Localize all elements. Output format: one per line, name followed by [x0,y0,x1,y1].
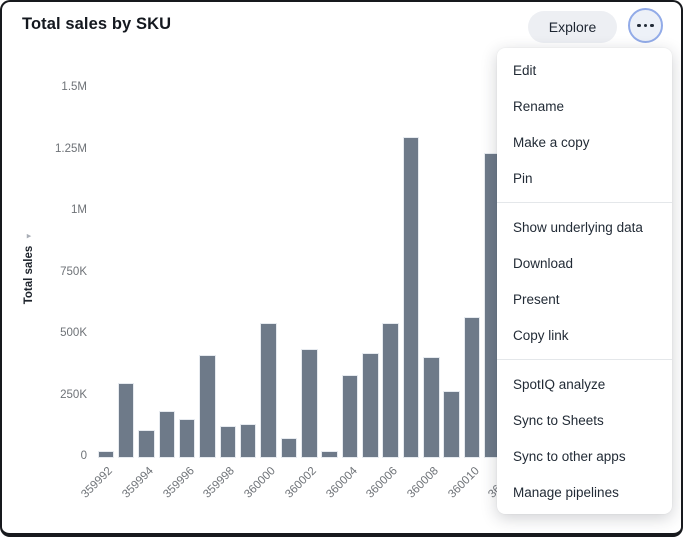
y-tick-label: 750K [60,265,87,278]
bar-360002[interactable] [301,348,318,458]
menu-item-edit[interactable]: Edit [513,62,537,78]
menu-item-copy-link[interactable]: Copy link [513,327,569,343]
y-tick-label: 250K [60,388,87,401]
y-tick-label: 500K [60,327,87,339]
bar-360001[interactable] [280,438,298,458]
y-tick-label: 1.25M [55,142,87,155]
axis-sort-arrow-icon: ▸ [26,230,32,241]
bar-359996[interactable] [178,418,196,458]
bar-360005[interactable] [362,352,379,458]
menu-item-make-a-copy[interactable]: Make a copy [513,134,590,150]
more-options-button[interactable] [628,8,663,43]
bar-360008[interactable] [423,357,440,458]
bar-359993[interactable] [117,382,135,458]
explore-button[interactable]: Explore [528,11,617,43]
bar-359992[interactable] [97,451,114,458]
ellipsis-icon [637,23,641,28]
menu-item-sync-to-sheets[interactable]: Sync to Sheets [513,412,604,428]
bar-360000[interactable] [260,322,277,458]
menu-divider [497,202,672,203]
bar-359998[interactable] [219,425,237,458]
bar-360010[interactable] [463,316,481,458]
context-menu: Edit Rename Make a copy Pin Show underly… [497,48,672,514]
bar-360004[interactable] [341,375,359,458]
ellipsis-icon [643,23,648,28]
bar-360003[interactable] [321,450,338,458]
menu-item-show-underlying-data[interactable]: Show underlying data [513,219,643,235]
page-title: Total sales by SKU [22,15,172,33]
bar-359994[interactable] [138,430,155,458]
y-tick-label: 0 [80,450,87,462]
menu-item-sync-to-other-apps[interactable]: Sync to other apps [513,448,626,464]
bar-360007[interactable] [402,136,420,458]
y-tick-label: 1.5M [61,81,87,93]
menu-item-rename[interactable]: Rename [513,98,565,114]
y-tick-label: 1M [71,204,87,216]
explore-button-label: Explore [548,19,597,35]
bar-359995[interactable] [158,410,176,458]
bar-360006[interactable] [382,322,399,458]
menu-item-pin[interactable]: Pin [513,170,533,186]
bar-359997[interactable] [199,355,216,458]
menu-item-download[interactable]: Download [513,255,574,271]
bar-359999[interactable] [239,423,257,458]
menu-item-present[interactable]: Present [513,291,560,307]
ellipsis-icon [650,23,654,28]
menu-item-spotiq-analyze[interactable]: SpotIQ analyze [513,376,606,392]
bar-360009[interactable] [443,391,460,458]
menu-item-manage-pipelines[interactable]: Manage pipelines [513,484,619,500]
menu-divider [497,359,672,360]
